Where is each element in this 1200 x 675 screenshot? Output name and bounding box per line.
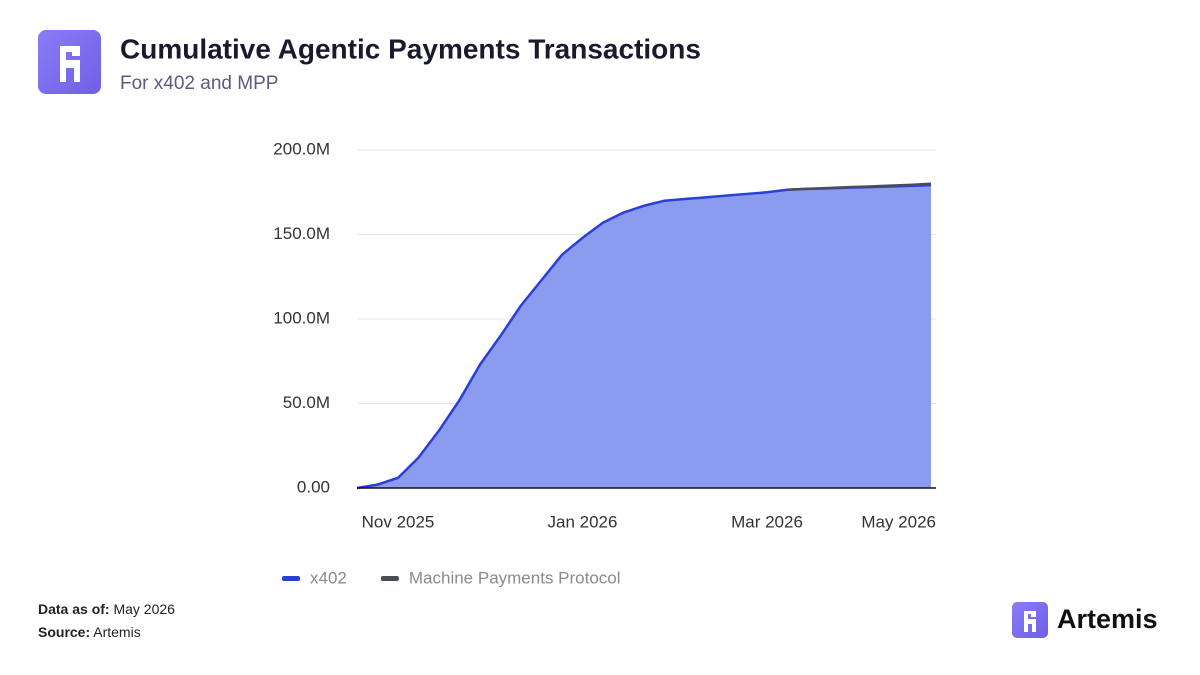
logo — [38, 30, 101, 94]
line — [787, 182, 932, 191]
y-tick-label: 0.00 — [297, 477, 330, 496]
data-as-of: Data as of: May 2026 — [38, 601, 175, 617]
chart-title: Cumulative Agentic Payments Transactions — [120, 33, 701, 64]
x-tick-label: Mar 2026 — [731, 512, 803, 531]
brand-name: Artemis — [1057, 604, 1158, 634]
y-tick-label: 200.0M — [273, 139, 330, 158]
legend-swatch — [380, 576, 399, 581]
x-tick-label: Nov 2025 — [362, 512, 435, 531]
y-tick-label: 150.0M — [273, 224, 330, 243]
source-value: Artemis — [93, 624, 141, 640]
area — [357, 185, 931, 489]
brand-logo — [1012, 602, 1048, 638]
x-tick-label: May 2026 — [861, 512, 936, 531]
data-as-of-value: May 2026 — [113, 601, 175, 617]
source-label: Source: — [38, 624, 91, 640]
legend-label: Machine Payments Protocol — [409, 568, 621, 587]
chart-subtitle: For x402 and MPP — [120, 73, 278, 94]
y-tick-label: 50.0M — [283, 393, 330, 412]
source: Source: Artemis — [38, 624, 141, 640]
x-tick-label: Jan 2026 — [548, 512, 618, 531]
data-as-of-label: Data as of: — [38, 601, 110, 617]
legend-swatch — [282, 576, 300, 581]
legend-label: x402 — [310, 568, 347, 587]
y-tick-label: 100.0M — [273, 308, 330, 327]
